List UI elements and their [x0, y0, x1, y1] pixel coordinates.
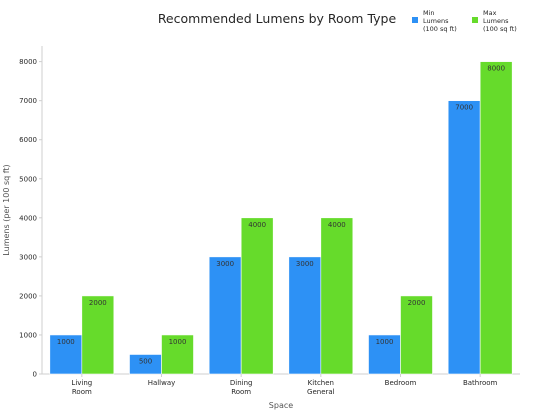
- data-label: 2000: [89, 299, 107, 307]
- legend-swatch: [412, 17, 418, 23]
- legend-swatch: [472, 17, 478, 23]
- y-tick-label: 3000: [19, 253, 37, 261]
- y-axis-label: Lumens (per 100 sq ft): [2, 164, 11, 255]
- y-tick-label: 7000: [19, 97, 37, 105]
- y-tick-label: 5000: [19, 175, 37, 183]
- data-label: 1000: [376, 338, 394, 346]
- data-label: 3000: [216, 260, 234, 268]
- data-label: 2000: [408, 299, 426, 307]
- data-label: 4000: [248, 221, 266, 229]
- data-label: 1000: [57, 338, 75, 346]
- legend-entry: Max Lumens (100 sq ft): [483, 9, 517, 33]
- data-label: 500: [139, 357, 152, 365]
- bar: [400, 295, 433, 375]
- bar: [447, 100, 481, 375]
- bar: [240, 217, 274, 375]
- y-tick-label: 2000: [19, 292, 37, 300]
- legend-entry: Min Lumens (100 sq ft): [423, 9, 457, 33]
- chart-legend: Min Lumens (100 sq ft) Max Lumens (100 sq ft): [412, 9, 517, 33]
- data-label: 7000: [455, 104, 473, 112]
- bar: [81, 295, 115, 375]
- y-tick-label: 0: [33, 371, 37, 379]
- x-tick-label: Hallway: [148, 379, 176, 387]
- bar: [368, 334, 401, 375]
- data-label: 4000: [328, 221, 346, 229]
- x-tick-label: Bathroom: [463, 379, 498, 387]
- y-tick-label: 1000: [19, 331, 37, 339]
- x-tick-label: Bedroom: [385, 379, 417, 387]
- x-axis-label: Space: [269, 401, 293, 410]
- x-tick-label: Dining Room: [230, 379, 253, 396]
- y-tick-label: 6000: [19, 136, 37, 144]
- bar: [161, 334, 194, 375]
- chart-title: Recommended Lumens by Room Type: [158, 11, 397, 26]
- bar: [208, 256, 242, 375]
- plot-area: 0 1000 2000 3000 4000 5000 6000 7000 8000 1000 200…: [19, 46, 520, 396]
- y-tick-label: 4000: [19, 214, 37, 222]
- bar: [479, 61, 513, 375]
- data-label: 3000: [296, 260, 314, 268]
- bar: [320, 217, 354, 375]
- bar: [49, 334, 83, 375]
- data-label: 8000: [487, 65, 505, 73]
- x-tick-label: Living Room: [71, 379, 92, 396]
- bar: [288, 256, 322, 375]
- y-tick-label: 8000: [19, 58, 37, 66]
- data-label: 1000: [169, 338, 187, 346]
- x-tick-label: Kitchen General: [307, 379, 335, 396]
